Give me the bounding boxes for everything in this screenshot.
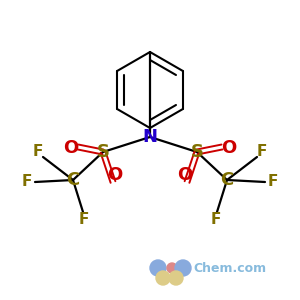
- Text: F: F: [79, 212, 89, 227]
- Text: F: F: [268, 175, 278, 190]
- Text: O: O: [177, 166, 193, 184]
- Circle shape: [169, 271, 183, 285]
- Circle shape: [156, 271, 170, 285]
- Text: S: S: [190, 143, 203, 161]
- Text: C: C: [66, 171, 80, 189]
- Text: N: N: [142, 128, 158, 146]
- Text: O: O: [63, 139, 79, 157]
- Text: Chem.com: Chem.com: [193, 262, 266, 275]
- Text: O: O: [107, 166, 123, 184]
- Text: F: F: [33, 143, 43, 158]
- Text: S: S: [97, 143, 110, 161]
- Circle shape: [150, 260, 166, 276]
- Text: O: O: [221, 139, 237, 157]
- Text: F: F: [22, 175, 32, 190]
- Circle shape: [167, 263, 177, 273]
- Text: F: F: [211, 212, 221, 227]
- Circle shape: [175, 260, 191, 276]
- Text: F: F: [257, 143, 267, 158]
- Text: C: C: [220, 171, 234, 189]
